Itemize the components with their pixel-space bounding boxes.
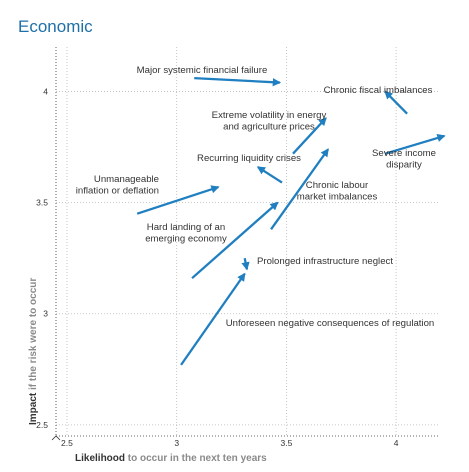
risk-label-line: Prolonged infrastructure neglect bbox=[257, 256, 393, 267]
risk-label: Major systemic financial failure bbox=[137, 65, 268, 76]
risk-arrow bbox=[384, 133, 446, 155]
risk-label-line: emerging economy bbox=[145, 234, 227, 245]
risk-label-line: Unmanageable bbox=[94, 174, 159, 185]
risk-label: Prolonged infrastructure neglect bbox=[257, 256, 393, 267]
risk-label: Chronic labour market imbalances bbox=[297, 180, 378, 203]
risk-label-line: market imbalances bbox=[297, 192, 378, 203]
risk-label-line: Recurring liquidity crises bbox=[197, 153, 301, 164]
risk-arrow bbox=[180, 272, 246, 366]
risk-label-line: inflation or deflation bbox=[76, 186, 159, 197]
risk-label: Recurring liquidity crises bbox=[197, 153, 301, 164]
risk-labels: Major systemic financial failure Chronic … bbox=[76, 65, 436, 329]
risk-arrow bbox=[241, 257, 250, 271]
tick-labels: 2.5 3 3.5 4 2.5 3 3.5 4 bbox=[36, 86, 399, 448]
risk-label: Chronic fiscal imbalances bbox=[324, 85, 433, 96]
x-axis-label-strong: Likelihood bbox=[75, 453, 125, 464]
risk-arrows bbox=[136, 76, 446, 366]
x-tick-label: 4 bbox=[394, 438, 399, 448]
risk-label-line: Extreme volatility in energy bbox=[212, 110, 327, 121]
x-tick-label: 3.5 bbox=[280, 438, 292, 448]
risk-label-line: Unforeseen negative consequences of regu… bbox=[226, 318, 435, 329]
risk-label-line: Hard landing of an bbox=[147, 222, 225, 233]
y-axis-label-soft: if the risk were to occur bbox=[28, 278, 39, 393]
risk-label: Severe income disparity bbox=[372, 148, 436, 171]
y-axis-label: Impact if the risk were to occur bbox=[28, 278, 39, 425]
risk-label-line: disparity bbox=[386, 160, 422, 171]
risk-label: Extreme volatility in energy and agricult… bbox=[212, 110, 327, 133]
risk-arrow bbox=[194, 76, 282, 87]
y-tick-label: 3.5 bbox=[36, 198, 48, 208]
risk-label-line: Chronic fiscal imbalances bbox=[324, 85, 433, 96]
axis-break-mark bbox=[51, 435, 61, 441]
x-tick-label: 2.5 bbox=[61, 438, 73, 448]
risk-arrow bbox=[270, 148, 330, 230]
risk-arrow bbox=[256, 166, 283, 184]
x-axis-label: Likelihood to occur in the next ten year… bbox=[75, 453, 267, 464]
risk-label-line: Major systemic financial failure bbox=[137, 65, 268, 76]
risk-label-line: Severe income bbox=[372, 148, 436, 159]
risk-arrow bbox=[384, 90, 408, 115]
grid bbox=[51, 47, 440, 441]
chart-title: Economic bbox=[18, 17, 93, 36]
risk-label: Unmanageable inflation or deflation bbox=[76, 174, 159, 197]
x-axis-label-soft: to occur in the next ten years bbox=[125, 453, 267, 464]
risk-label: Unforeseen negative consequences of regu… bbox=[226, 318, 435, 329]
risk-label-line: Chronic labour bbox=[306, 180, 369, 191]
risk-label: Hard landing of an emerging economy bbox=[145, 222, 227, 245]
risk-label-line: and agriculture prices bbox=[223, 122, 315, 133]
risk-arrow bbox=[191, 201, 279, 280]
y-tick-label: 3 bbox=[43, 309, 48, 319]
risk-arrow bbox=[292, 117, 327, 155]
risk-arrow bbox=[136, 185, 220, 215]
y-axis-label-strong: Impact bbox=[28, 392, 39, 425]
y-tick-label: 4 bbox=[43, 86, 48, 96]
x-tick-label: 3 bbox=[174, 438, 179, 448]
y-tick-label: 2.5 bbox=[36, 420, 48, 430]
